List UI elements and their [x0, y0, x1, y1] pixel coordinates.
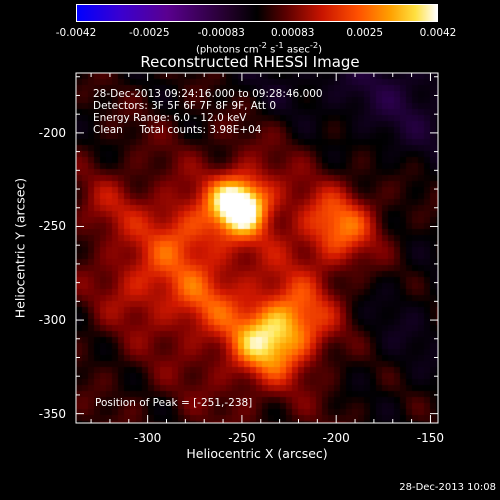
colorbar-tick-label: 0.0025	[346, 27, 384, 39]
colorbar-ticks: -0.0042 -0.0025 -0.00083 0.00083 0.0025 0.004…	[0, 0, 500, 60]
colorbar-tick-label: -0.0025	[128, 27, 170, 39]
annotation-counts: Clean Total counts: 3.98E+04	[93, 124, 262, 136]
y-axis-label: Heliocentric Y (arcsec)	[12, 177, 28, 319]
colorbar-tick-label: 0.00083	[271, 27, 315, 39]
annotation-detectors: Detectors: 3F 5F 6F 7F 8F 9F, Att 0	[93, 100, 277, 112]
y-tick-label: -250	[38, 219, 66, 234]
x-tick-label: -200	[322, 431, 350, 445]
peak-position-label: Position of Peak = [-251,-238]	[95, 397, 253, 409]
y-tick-label: -300	[38, 313, 66, 328]
colorbar-unit: (photons cm-2 s-1 asec-2)	[195, 40, 323, 56]
colorbar-tick-label: 0.0042	[419, 27, 457, 39]
y-tick-label: -200	[38, 125, 66, 140]
colorbar-tick-label: -0.0042	[55, 27, 97, 39]
x-axis-label: Heliocentric X (arcsec)	[186, 446, 328, 461]
chart-title: Reconstructed RHESSI Image	[140, 53, 360, 71]
x-tick-label: -250	[228, 431, 256, 445]
timestamp: 28-Dec-2013 10:08	[399, 482, 496, 493]
colorbar	[76, 4, 438, 22]
annotation-time: 28-Dec-2013 09:24:16.000 to 09:28:46.000	[93, 88, 323, 100]
colorbar-tick-label: -0.00083	[197, 27, 245, 39]
y-tick-label: -350	[38, 406, 66, 421]
image-annotation: 28-Dec-2013 09:24:16.000 to 09:28:46.000…	[93, 88, 323, 136]
x-tick-label: -300	[134, 431, 162, 445]
annotation-energy: Energy Range: 6.0 - 12.0 keV	[93, 112, 247, 124]
x-tick-label: -150	[416, 431, 445, 445]
